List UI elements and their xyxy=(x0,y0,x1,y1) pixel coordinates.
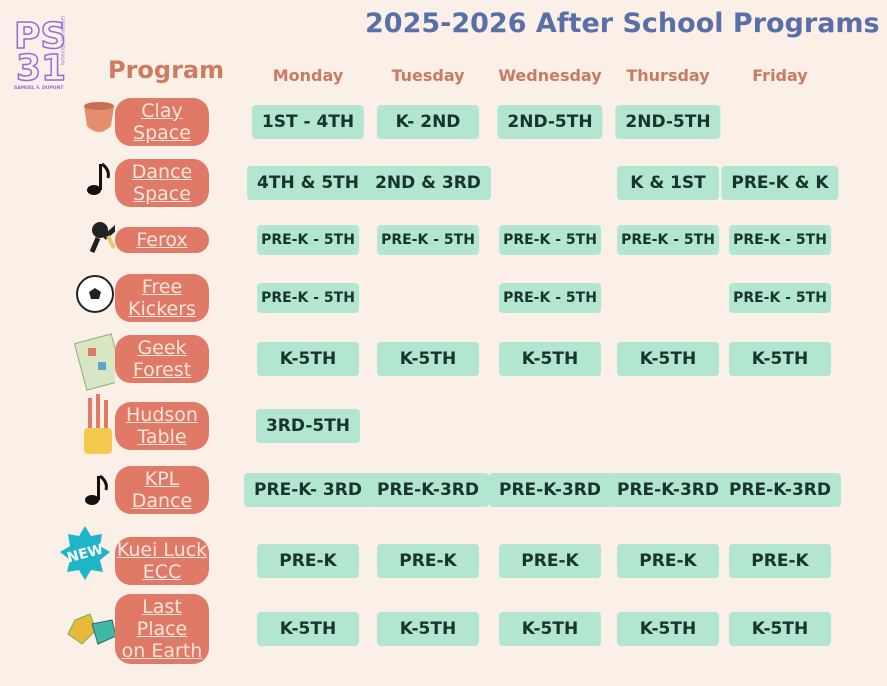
logo-top: PS xyxy=(14,16,66,57)
program-name-line: on Earth xyxy=(121,640,203,662)
logo-bottom-text: SAMUEL F. DUPONT xyxy=(14,85,64,91)
grade-cell: PRE-K - 5TH xyxy=(499,283,601,313)
day-header: Thursday xyxy=(626,66,710,85)
grade-cell: 1ST - 4TH xyxy=(251,105,365,139)
note-icon xyxy=(87,162,110,195)
grade-cell: K-5TH xyxy=(377,342,479,376)
program-name-line: Space xyxy=(133,183,191,205)
logo: PS 31 GREENPOINT BROOKLYN SAMUEL F. DUPO… xyxy=(14,15,67,91)
grade-cell: K-5TH xyxy=(257,612,359,646)
note-icon-2 xyxy=(85,474,108,505)
grade-cell: PRE-K-3RD xyxy=(719,473,841,507)
grade-cell: PRE-K xyxy=(617,544,719,578)
karate-icon xyxy=(89,222,115,253)
grade-cell: K-5TH xyxy=(377,612,479,646)
grade-cell: K- 2ND xyxy=(377,105,479,139)
grade-cell: PRE-K-3RD xyxy=(607,473,729,507)
grade-cell: PRE-K - 5TH xyxy=(499,225,601,255)
grade-cell: PRE-K - 5TH xyxy=(377,225,479,255)
program-name: Kuei Luck ECC xyxy=(115,537,209,585)
program-name-line: Space xyxy=(133,122,191,144)
program-header: Program xyxy=(108,56,225,84)
grade-cell: 2ND-5TH xyxy=(615,105,721,139)
program-name-line: Dance xyxy=(131,161,193,183)
grade-cell: K & 1ST xyxy=(617,166,719,200)
grade-cell: 4TH & 5TH xyxy=(247,166,369,200)
grade-cell: K-5TH xyxy=(729,612,831,646)
program-name: Hudson Table xyxy=(115,402,209,450)
program-name-line: Kuei Luck xyxy=(116,539,208,561)
program-name-line: Free xyxy=(141,276,183,298)
grade-cell: 2ND & 3RD xyxy=(365,166,491,200)
icons: NEW xyxy=(60,102,115,645)
grade-cell: PRE-K - 5TH xyxy=(729,283,831,313)
grade-cell: K-5TH xyxy=(257,342,359,376)
grade-cell: PRE-K - 5TH xyxy=(729,225,831,255)
program-name: Ferox xyxy=(115,227,209,253)
program-name-line: Table xyxy=(137,426,187,448)
logo-side: GREENPOINT BROOKLYN xyxy=(60,16,65,65)
grade-cell: PRE-K - 5TH xyxy=(257,283,359,313)
program-name: Free Kickers xyxy=(115,274,209,322)
day-header: Friday xyxy=(752,66,808,85)
program-name-line: Clay xyxy=(141,100,183,122)
grade-cell: PRE-K-3RD xyxy=(367,473,489,507)
grade-cell: PRE-K xyxy=(729,544,831,578)
grade-cell: PRE-K - 5TH xyxy=(257,225,359,255)
program-name-line: Dance xyxy=(131,490,193,512)
grade-cell: 2ND-5TH xyxy=(497,105,603,139)
program-name: Clay Space xyxy=(115,98,209,146)
program-name-line: Hudson xyxy=(126,404,198,426)
day-header: Tuesday xyxy=(391,66,465,85)
program-name-line: Ferox xyxy=(136,229,188,251)
grade-cell: PRE-K - 5TH xyxy=(617,225,719,255)
program-name-line: Kickers xyxy=(128,298,196,320)
utensils-icon xyxy=(84,394,112,454)
title: 2025-2026 After School Programs xyxy=(365,8,880,39)
logo-bottom: 31 xyxy=(16,48,66,89)
grade-cell: PRE-K- 3RD xyxy=(244,473,372,507)
program-name: KPL Dance xyxy=(115,466,209,514)
grade-cell: K-5TH xyxy=(617,612,719,646)
program-name-line: KPL xyxy=(144,468,180,490)
game-icon xyxy=(73,333,115,391)
grade-cell: K-5TH xyxy=(499,612,601,646)
clay-icon xyxy=(84,102,114,132)
grade-cell: PRE-K xyxy=(499,544,601,578)
program-name: Dance Space xyxy=(115,159,209,207)
program-name-line: Last Place xyxy=(136,596,188,640)
program-name-line: ECC xyxy=(142,561,182,583)
ball-icon xyxy=(76,275,114,313)
grade-cell: K-5TH xyxy=(729,342,831,376)
dice-icon xyxy=(67,613,115,645)
grade-cell: K-5TH xyxy=(617,342,719,376)
day-header: Monday xyxy=(272,66,344,85)
grade-cell: 3RD-5TH xyxy=(255,409,361,443)
grade-cell: PRE-K xyxy=(257,544,359,578)
program-name-line: Forest xyxy=(132,359,192,381)
grade-cell: PRE-K xyxy=(377,544,479,578)
grade-cell: PRE-K-3RD xyxy=(489,473,611,507)
program-name: Geek Forest xyxy=(115,335,209,383)
grade-cell: PRE-K & K xyxy=(721,166,839,200)
program-name-line: Geek xyxy=(137,337,187,359)
day-header: Wednesday xyxy=(498,66,602,85)
grade-cell: K-5TH xyxy=(499,342,601,376)
new-badge: NEW xyxy=(60,526,110,580)
program-name: Last Place on Earth xyxy=(115,594,209,664)
